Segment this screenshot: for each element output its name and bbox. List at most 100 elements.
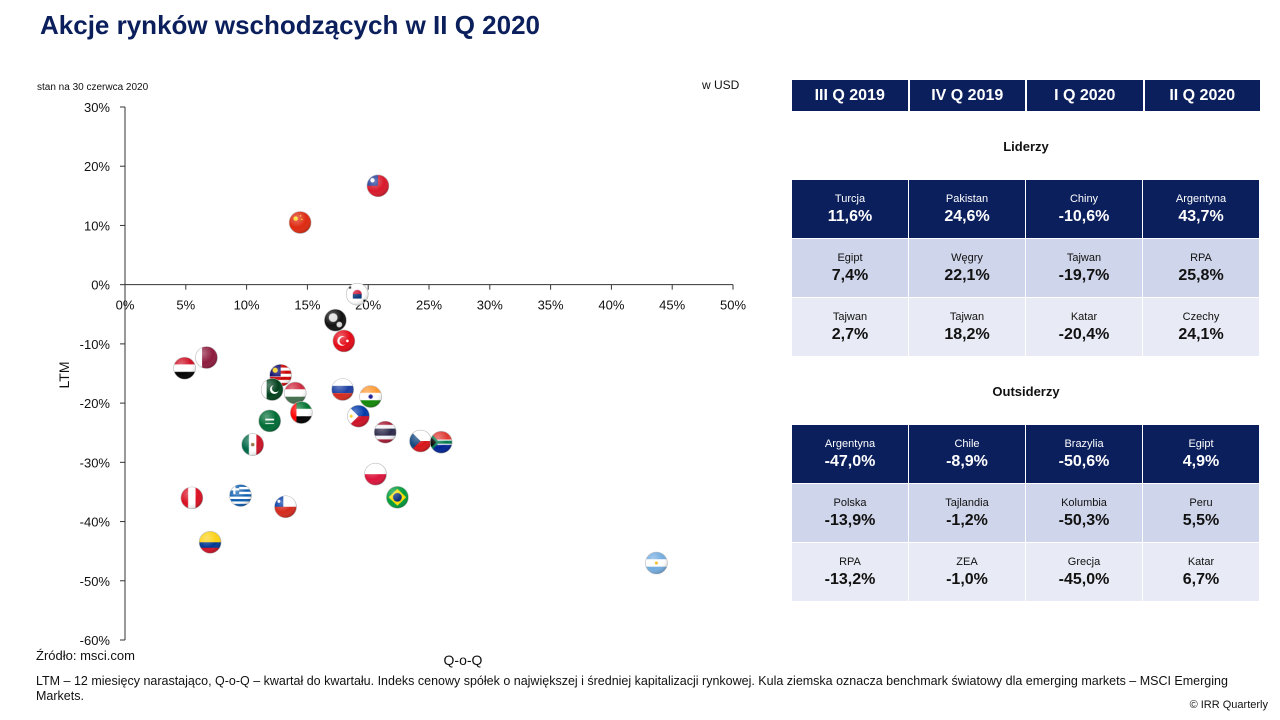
country-name: RPA: [1190, 251, 1212, 264]
x-tick-label: 40%: [598, 298, 624, 313]
return-value: 24,1%: [1178, 325, 1224, 343]
x-tick-label: 15%: [294, 298, 320, 313]
y-tick-label: -20%: [80, 396, 111, 411]
return-value: -50,6%: [1058, 452, 1110, 470]
flag-point-peru: [180, 486, 204, 510]
x-tick-label: 5%: [176, 298, 195, 313]
flag-point-uae: [290, 401, 313, 424]
return-value: -19,7%: [1058, 266, 1110, 284]
flag-point-china: [288, 211, 312, 234]
flag-point-taiwan: [366, 174, 390, 198]
country-name: Egipt: [837, 251, 863, 264]
leaders-cell: Czechy 24,1%: [1143, 298, 1260, 357]
flag-point-saudi-arabia: [258, 409, 282, 433]
country-name: Katar: [1070, 310, 1098, 323]
outsiders-cell: Katar 6,7%: [1143, 543, 1260, 602]
country-name: Argentyna: [824, 437, 876, 450]
return-value: 25,8%: [1178, 266, 1224, 284]
return-value: -1,0%: [946, 570, 988, 588]
y-tick-label: 30%: [84, 100, 110, 115]
country-name: Argentyna: [1175, 192, 1227, 205]
flag-point-philippines: [347, 404, 370, 428]
flag-point-brazil: [386, 485, 409, 509]
y-tick-label: -10%: [80, 337, 111, 352]
flag-point-greece: [229, 484, 252, 507]
leaders-cell: Węgry 22,1%: [909, 239, 1026, 298]
leaders-cell: Tajwan -19,7%: [1026, 239, 1143, 298]
return-value: 5,5%: [1182, 511, 1220, 529]
country-name: Peru: [1189, 496, 1213, 509]
leaders-cell: Pakistan 24,6%: [909, 180, 1026, 239]
return-value: 11,6%: [827, 207, 873, 225]
flag-point-colombia: [198, 530, 222, 554]
table-header-q2-2020: II Q 2020: [1144, 80, 1260, 111]
y-tick-label: -30%: [80, 455, 111, 470]
return-value: 43,7%: [1178, 207, 1224, 225]
y-tick-label: -50%: [80, 574, 111, 589]
return-value: -8,9%: [946, 452, 988, 470]
footnote: LTM – 12 miesięcy narastająco, Q-o-Q – k…: [36, 674, 1228, 703]
country-name: RPA: [839, 555, 861, 568]
country-name: Tajlandia: [945, 496, 989, 509]
country-name: Czechy: [1182, 310, 1220, 323]
copyright: © IRR Quarterly: [1189, 699, 1268, 711]
flag-point-poland: [364, 462, 387, 486]
flag-point-hungary: [283, 381, 307, 405]
outsiders-cell: Peru 5,5%: [1143, 484, 1260, 543]
country-name: Katar: [1187, 555, 1215, 568]
return-value: 18,2%: [944, 325, 990, 343]
return-value: -13,9%: [824, 511, 876, 529]
outsiders-cell: Egipt 4,9%: [1143, 425, 1260, 484]
flag-point-czech-republic: [409, 429, 432, 453]
country-name: Egipt: [1188, 437, 1214, 450]
return-value: -1,2%: [946, 511, 988, 529]
leaders-cell: Tajwan 2,7%: [792, 298, 909, 357]
flag-point-russia: [331, 378, 354, 401]
country-name: Kolumbia: [1061, 496, 1107, 509]
x-tick-label: 25%: [416, 298, 442, 313]
x-tick-label: 45%: [659, 298, 685, 313]
flag-point-turkey: [332, 329, 356, 353]
outsiders-cell: Chile -8,9%: [909, 425, 1026, 484]
table-header-q4-2019: IV Q 2019: [909, 80, 1027, 111]
outsiders-cell: RPA -13,2%: [792, 543, 909, 602]
outsiders-cell: Argentyna -47,0%: [792, 425, 909, 484]
return-value: 6,7%: [1182, 570, 1220, 588]
source-note: Źródło: msci.com: [36, 648, 135, 663]
country-name: Turcja: [834, 192, 866, 205]
as-of-date: stan na 30 czerwca 2020: [37, 82, 149, 93]
leaders-cell: Turcja 11,6%: [792, 180, 909, 239]
x-axis-title: Q-o-Q: [444, 652, 483, 668]
x-tick-label: 50%: [720, 298, 746, 313]
flag-point-msci-em-globe: [324, 308, 347, 332]
country-name: Węgry: [951, 251, 983, 264]
x-tick-label: 0%: [116, 298, 135, 313]
return-value: -47,0%: [824, 452, 876, 470]
y-tick-label: 0%: [91, 278, 110, 293]
table-header-row: III Q 2019 IV Q 2019 I Q 2020 II Q 2020: [792, 80, 1260, 111]
flag-point-india: [359, 385, 382, 408]
outsiders-cell: Tajlandia -1,2%: [909, 484, 1026, 543]
return-value: 24,6%: [944, 207, 990, 225]
table-header-q3-2019: III Q 2019: [792, 80, 910, 111]
country-name: Chile: [954, 437, 980, 450]
flag-point-thailand: [373, 420, 397, 444]
flag-point-egypt: [173, 356, 196, 380]
return-value: -20,4%: [1058, 325, 1110, 343]
leaders-cell: Chiny -10,6%: [1026, 180, 1143, 239]
country-name: ZEA: [956, 555, 978, 568]
currency-unit: w USD: [702, 78, 740, 92]
country-name: Tajwan: [949, 310, 985, 323]
leaders-cell: Egipt 7,4%: [792, 239, 909, 298]
x-tick-label: 35%: [538, 298, 564, 313]
country-name: Pakistan: [945, 192, 989, 205]
flag-point-mexico: [241, 433, 264, 456]
outsiders-cell: Brazylia -50,6%: [1026, 425, 1143, 484]
leaders-cell: Argentyna 43,7%: [1143, 180, 1260, 239]
leaders-cell: Tajwan 18,2%: [909, 298, 1026, 357]
scatter-chart: 30% 20% 10% 0% -10% -20% -30% -40% -50% -60% 0% 5% 1…: [56, 100, 746, 668]
leaders-title: Liderzy: [1003, 139, 1049, 154]
outsiders-cell: Kolumbia -50,3%: [1026, 484, 1143, 543]
return-value: 2,7%: [831, 325, 869, 343]
return-value: 22,1%: [944, 266, 990, 284]
